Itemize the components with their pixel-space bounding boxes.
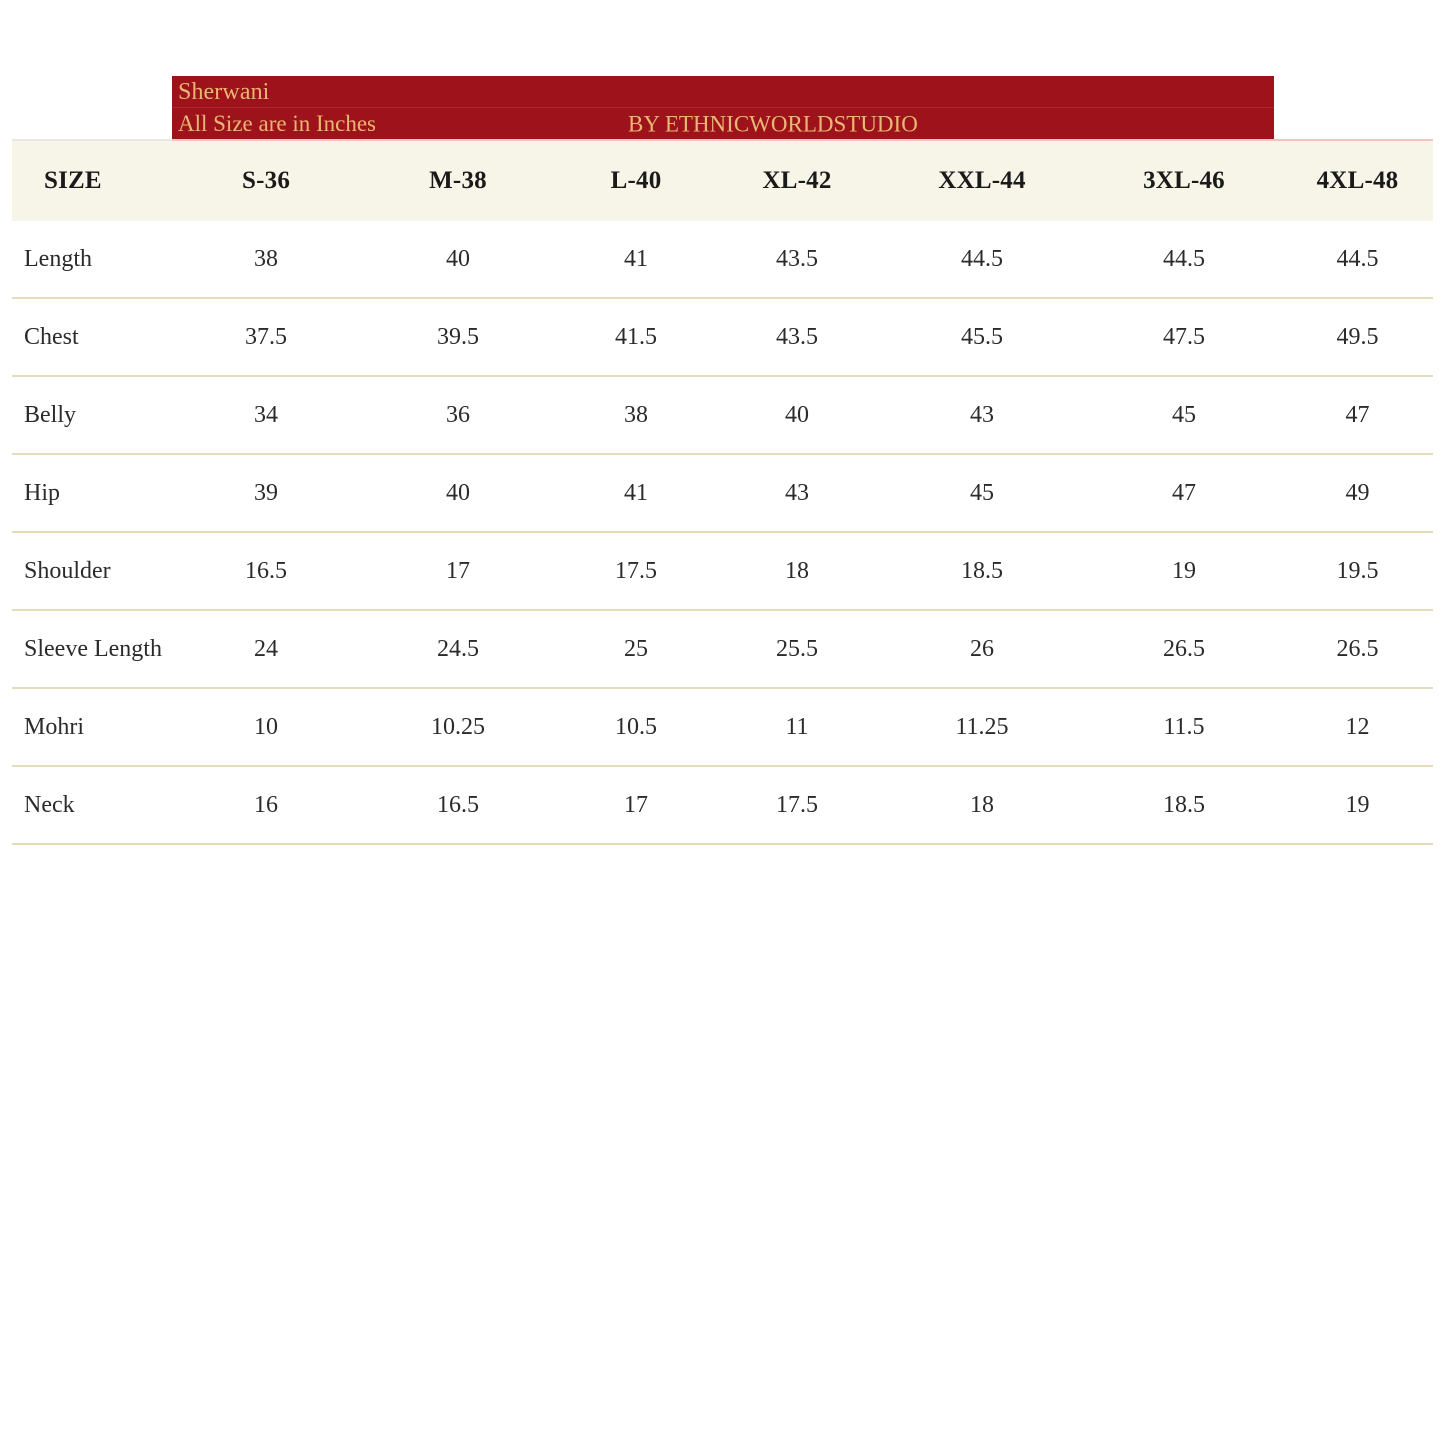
table-row: Hip 39 40 41 43 45 47 49	[12, 454, 1433, 533]
cell: 19	[1282, 766, 1433, 845]
table-row: Chest 37.5 39.5 41.5 43.5 45.5 47.5 49.5	[12, 298, 1433, 377]
cell: 25.5	[716, 610, 878, 689]
cell: 41.5	[556, 298, 716, 377]
cell: 11.5	[1086, 688, 1282, 767]
cell: 43	[878, 376, 1086, 455]
cell: 17.5	[556, 532, 716, 611]
size-chart-table-wrapper: SIZE S-36 M-38 L-40 XL-42 XXL-44 3XL-46 …	[12, 139, 1433, 845]
row-label-belly: Belly	[12, 376, 172, 455]
cell: 24.5	[360, 610, 556, 689]
cell: 10.5	[556, 688, 716, 767]
cell: 45.5	[878, 298, 1086, 377]
cell: 43	[716, 454, 878, 533]
cell: 19	[1086, 532, 1282, 611]
cell: 40	[716, 376, 878, 455]
cell: 18.5	[878, 532, 1086, 611]
cell: 47	[1282, 376, 1433, 455]
row-label-chest: Chest	[12, 298, 172, 377]
cell: 40	[360, 221, 556, 299]
cell: 41	[556, 221, 716, 299]
cell: 16	[172, 766, 360, 845]
cell: 18	[878, 766, 1086, 845]
cell: 44.5	[1086, 221, 1282, 299]
brand-credit: BY ETHNICWORLDSTUDIO	[628, 111, 918, 136]
header-col-xl42: XL-42	[716, 139, 878, 221]
cell: 45	[1086, 376, 1282, 455]
cell: 49	[1282, 454, 1433, 533]
product-title: Sherwani	[178, 78, 270, 105]
cell: 43.5	[716, 298, 878, 377]
cell: 17.5	[716, 766, 878, 845]
header-banner: Sherwani All Size are in Inches BY ETHNI…	[172, 76, 1274, 139]
cell: 12	[1282, 688, 1433, 767]
header-col-s36: S-36	[172, 139, 360, 221]
cell: 19.5	[1282, 532, 1433, 611]
header-col-l40: L-40	[556, 139, 716, 221]
cell: 34	[172, 376, 360, 455]
table-body: Length 38 40 41 43.5 44.5 44.5 44.5 Ches…	[12, 221, 1433, 845]
size-chart-table: SIZE S-36 M-38 L-40 XL-42 XXL-44 3XL-46 …	[12, 139, 1433, 845]
cell: 10	[172, 688, 360, 767]
table-row: Belly 34 36 38 40 43 45 47	[12, 376, 1433, 455]
cell: 16.5	[360, 766, 556, 845]
header-row: SIZE S-36 M-38 L-40 XL-42 XXL-44 3XL-46 …	[12, 139, 1433, 221]
table-row: Neck 16 16.5 17 17.5 18 18.5 19	[12, 766, 1433, 845]
cell: 36	[360, 376, 556, 455]
cell: 10.25	[360, 688, 556, 767]
header-size-label: SIZE	[12, 139, 172, 221]
cell: 11.25	[878, 688, 1086, 767]
table-header: SIZE S-36 M-38 L-40 XL-42 XXL-44 3XL-46 …	[12, 139, 1433, 221]
row-label-shoulder: Shoulder	[12, 532, 172, 611]
table-row: Sleeve Length 24 24.5 25 25.5 26 26.5 26…	[12, 610, 1433, 689]
cell: 24	[172, 610, 360, 689]
cell: 17	[556, 766, 716, 845]
cell: 41	[556, 454, 716, 533]
banner-title-row: Sherwani	[172, 76, 1274, 108]
cell: 39.5	[360, 298, 556, 377]
cell: 11	[716, 688, 878, 767]
cell: 47.5	[1086, 298, 1282, 377]
table-row: Mohri 10 10.25 10.5 11 11.25 11.5 12	[12, 688, 1433, 767]
row-label-mohri: Mohri	[12, 688, 172, 767]
table-row: Length 38 40 41 43.5 44.5 44.5 44.5	[12, 221, 1433, 299]
cell: 45	[878, 454, 1086, 533]
cell: 37.5	[172, 298, 360, 377]
cell: 44.5	[1282, 221, 1433, 299]
header-col-m38: M-38	[360, 139, 556, 221]
header-col-4xl48: 4XL-48	[1282, 139, 1433, 221]
cell: 26.5	[1086, 610, 1282, 689]
cell: 25	[556, 610, 716, 689]
cell: 44.5	[878, 221, 1086, 299]
cell: 38	[172, 221, 360, 299]
cell: 18.5	[1086, 766, 1282, 845]
row-label-neck: Neck	[12, 766, 172, 845]
cell: 26	[878, 610, 1086, 689]
cell: 38	[556, 376, 716, 455]
cell: 49.5	[1282, 298, 1433, 377]
header-col-3xl46: 3XL-46	[1086, 139, 1282, 221]
cell: 18	[716, 532, 878, 611]
row-label-hip: Hip	[12, 454, 172, 533]
cell: 39	[172, 454, 360, 533]
cell: 17	[360, 532, 556, 611]
row-label-length: Length	[12, 221, 172, 299]
table-row: Shoulder 16.5 17 17.5 18 18.5 19 19.5	[12, 532, 1433, 611]
cell: 43.5	[716, 221, 878, 299]
header-col-xxl44: XXL-44	[878, 139, 1086, 221]
units-note: All Size are in Inches	[178, 111, 376, 136]
cell: 40	[360, 454, 556, 533]
cell: 47	[1086, 454, 1282, 533]
row-label-sleeve-length: Sleeve Length	[12, 610, 172, 689]
banner-subtitle-row: All Size are in Inches BY ETHNICWORLDSTU…	[172, 108, 1274, 139]
cell: 16.5	[172, 532, 360, 611]
cell: 26.5	[1282, 610, 1433, 689]
